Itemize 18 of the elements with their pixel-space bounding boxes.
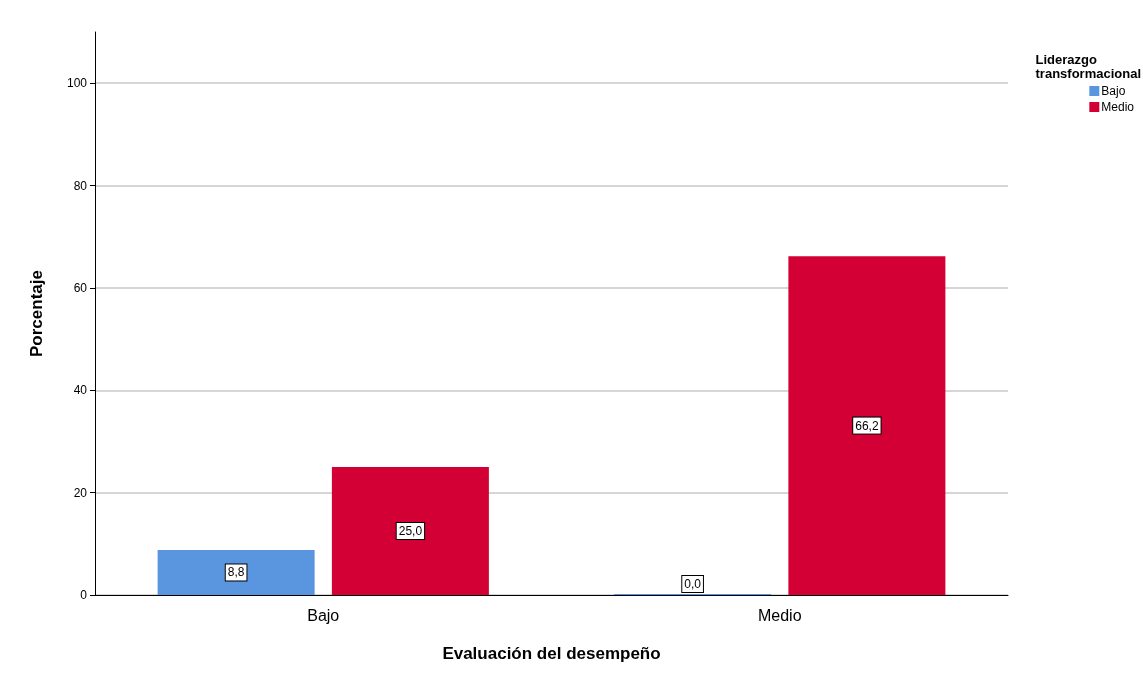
data-label: 25,0 — [398, 524, 423, 539]
data-label: 66,2 — [855, 418, 879, 433]
data-label: 8,8 — [227, 565, 245, 580]
y-tick-label: 80 — [73, 178, 88, 193]
bar — [157, 549, 315, 595]
y-tick-label: 20 — [73, 485, 88, 500]
legend-title: Liderazgo transformacional — [1035, 51, 1142, 81]
y-tick-label: 0 — [80, 588, 88, 602]
bar — [331, 467, 489, 595]
data-label: 0,0 — [684, 577, 702, 591]
x-axis-title: Evaluación del desempeño — [442, 644, 661, 663]
legend-label: Medio — [1101, 100, 1135, 114]
y-tick-label: 100 — [66, 76, 88, 91]
y-tick-label: 40 — [73, 383, 88, 398]
bar — [788, 256, 946, 595]
legend-label: Bajo — [1101, 84, 1126, 98]
y-axis-title: Porcentaje — [27, 270, 46, 357]
y-tick-label: 60 — [73, 280, 88, 295]
